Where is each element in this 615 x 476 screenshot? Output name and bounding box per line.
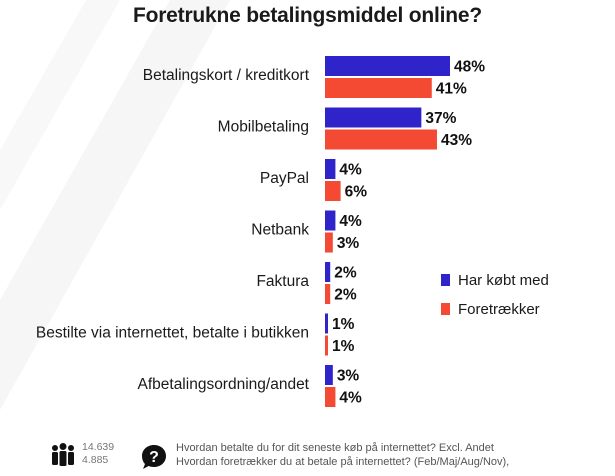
data-label-prefer: 43% (441, 132, 472, 149)
legend-swatch-prefer (441, 303, 450, 315)
bar-bought (325, 56, 450, 76)
bar-prefer (325, 78, 432, 98)
legend: Har købt med Foretrækker (441, 270, 549, 328)
data-label-bought: 4% (339, 213, 362, 230)
bar-bought (325, 365, 333, 385)
bar-prefer (325, 232, 333, 253)
legend-swatch-bought (441, 274, 450, 286)
legend-label-prefer: Foretrækker (458, 300, 540, 318)
count-bought: 14.639 (82, 441, 115, 453)
legend-label-bought: Har købt med (458, 271, 549, 289)
data-label-prefer: 1% (332, 338, 355, 355)
data-label-bought: 4% (339, 162, 362, 179)
svg-text:?: ? (149, 449, 159, 466)
legend-item-bought: Har købt med (441, 270, 549, 290)
category-label: Netbank (251, 222, 309, 239)
data-label-prefer: 6% (345, 184, 368, 201)
category-label: Afbetalingsordning/andet (138, 376, 310, 393)
data-label-bought: 37% (425, 110, 456, 127)
question-bubble-icon: ? (142, 445, 166, 469)
question-2: Hvordan foretrækker du at betale på inte… (176, 456, 510, 468)
bar-bought (325, 107, 422, 128)
bar-prefer (325, 129, 437, 150)
data-label-bought: 2% (334, 265, 357, 282)
bar-chart: Betalingskort / kreditkort 48% 41% Mobilbet… (36, 56, 485, 407)
chart-title: Foretrukne betalingsmiddel online? (132, 4, 483, 27)
bar-bought (325, 210, 336, 231)
bar-bought (325, 262, 331, 282)
bar-bought (325, 159, 336, 179)
legend-item-prefer: Foretrækker (441, 299, 549, 319)
data-label-prefer: 41% (436, 81, 467, 98)
category-label: PayPal (260, 170, 309, 187)
bar-prefer (325, 181, 341, 201)
count-prefer: 4.885 (82, 454, 109, 466)
sample-counts: 14.639 4.885 (82, 441, 114, 467)
bar-prefer (325, 387, 336, 407)
bar-bought (325, 313, 328, 334)
people-icon (52, 443, 74, 466)
data-label-prefer: 2% (334, 287, 357, 304)
question-1: Hvordan betalte du for dit seneste køb p… (176, 442, 494, 454)
category-label: Faktura (256, 273, 309, 290)
category-label: Mobilbetaling (218, 119, 309, 136)
data-label-bought: 3% (337, 368, 360, 385)
data-label-prefer: 3% (337, 235, 360, 252)
category-label: Bestilte via internettet, betalte i buti… (36, 325, 309, 342)
bar-prefer (325, 284, 331, 304)
data-label-bought: 1% (332, 316, 355, 333)
bar-prefer (325, 335, 328, 356)
data-label-prefer: 4% (339, 390, 362, 407)
category-label: Betalingskort / kreditkort (143, 67, 310, 84)
footer: 14.639 4.885 ? Hvordan betalte du for di… (0, 440, 615, 476)
data-label-bought: 48% (454, 59, 485, 76)
question-notes: Hvordan betalte du for dit seneste køb p… (176, 441, 611, 469)
